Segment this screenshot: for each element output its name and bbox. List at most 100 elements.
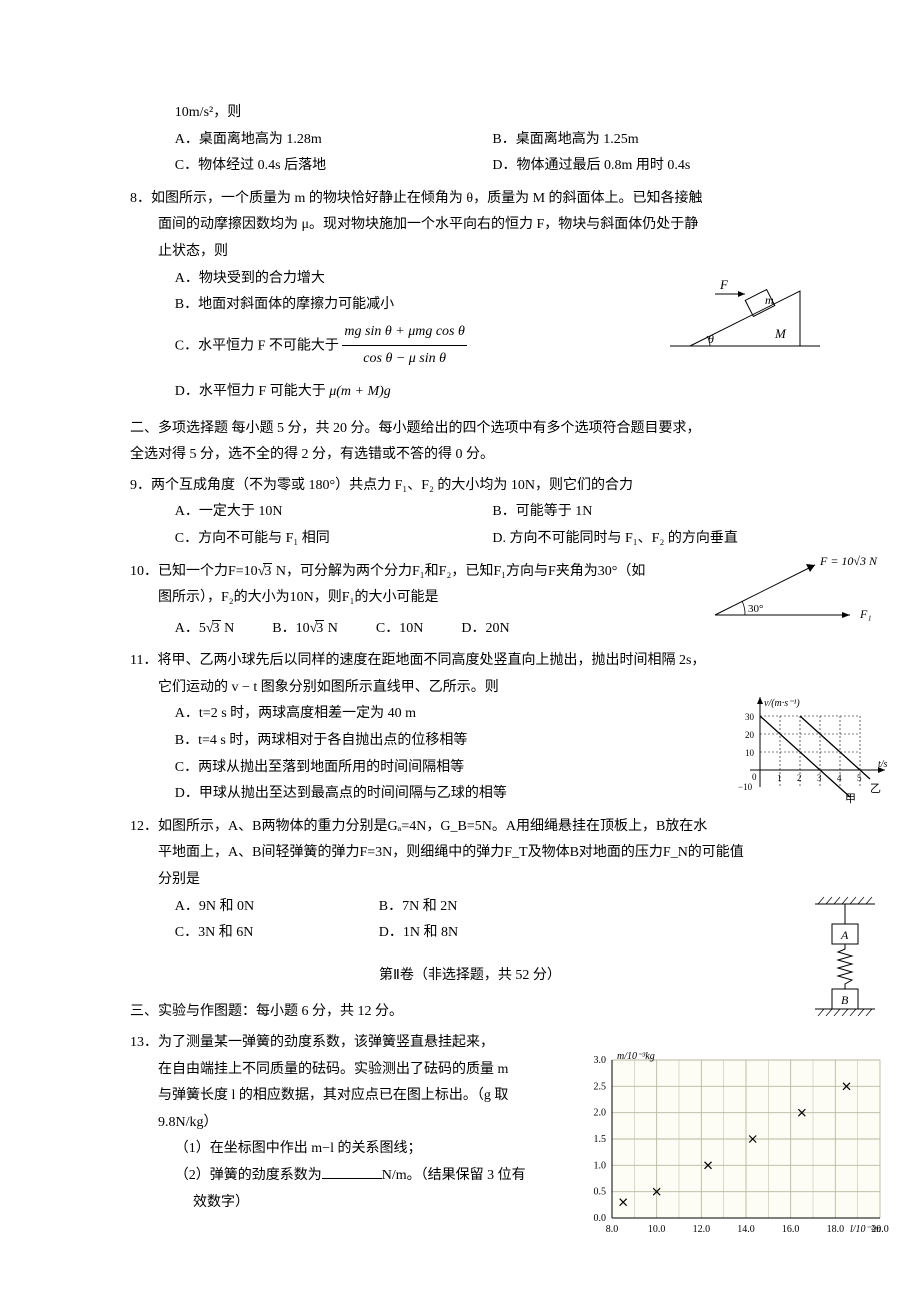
q8-fig-M: M <box>774 326 787 341</box>
svg-text:12.0: 12.0 <box>693 1224 711 1235</box>
q11-xlabel: t/s <box>878 759 888 770</box>
q11-optB: B．t=4 s 时，两球相对于各自抛出点的位移相等 <box>130 728 810 755</box>
svg-text:14.0: 14.0 <box>737 1224 755 1235</box>
question-11: 11．将甲、乙两小球先后以同样的速度在距地面不同高度处竖直向上抛出，抛出时间相隔… <box>130 648 810 808</box>
q8-figure-incline: F m M θ <box>660 276 830 356</box>
q13-blank[interactable] <box>322 1164 382 1179</box>
q8-fig-F: F <box>719 277 729 292</box>
svg-text:18.0: 18.0 <box>827 1224 845 1235</box>
sec2-line1: 二、多项选择题 每小题 5 分，共 20 分。每小题给出的四个选项中有多个选项符… <box>130 416 810 443</box>
q13-stem2: 在自由端挂上不同质量的砝码。实验测出了砝码的质量 m <box>130 1057 552 1084</box>
svg-text:1.5: 1.5 <box>594 1134 607 1145</box>
q10-fig-F1: F₁ <box>859 607 872 621</box>
q7-optD: D．物体通过最后 0.8m 用时 0.4s <box>492 153 810 180</box>
q12-optC: C．3N 和 6N <box>175 920 379 947</box>
q11-optC: C．两球从抛出至落到地面所用的时间间隔相等 <box>130 755 810 782</box>
q7-optB: B．桌面离地高为 1.25m <box>492 127 810 154</box>
svg-text:30: 30 <box>745 712 755 722</box>
q8-fig-m: m <box>765 293 774 307</box>
svg-text:4: 4 <box>837 773 842 783</box>
svg-text:2: 2 <box>797 773 802 783</box>
q11-line1-label: 甲 <box>845 793 856 805</box>
q7-optA: A．桌面离地高为 1.28m <box>175 127 493 154</box>
q7-options: A．桌面离地高为 1.28m B．桌面离地高为 1.25m C．物体经过 0.4… <box>130 127 810 180</box>
svg-text:l/10⁻²m: l/10⁻²m <box>850 1224 881 1235</box>
q12-optD: D．1N 和 8N <box>379 920 583 947</box>
svg-text:3: 3 <box>817 773 822 783</box>
q13-stem3: 与弹簧长度 l 的相应数据，其对应点已在图上标出。（g 取 <box>130 1083 552 1110</box>
q8-stem1: 8．如图所示，一个质量为 m 的物块恰好静止在倾角为 θ，质量为 M 的斜面体上… <box>130 186 810 213</box>
q13-sub2-post: N/m。（结果保留 3 位有 <box>382 1168 526 1183</box>
q12-stem2: 平地面上，A、B间轻弹簧的弹力F=3N，则细绳中的弹力F_T及物体B对地面的压力… <box>130 840 810 867</box>
q11-optA: A．t=2 s 时，两球高度相差一定为 40 m <box>130 701 810 728</box>
q8-optC-den: cos θ − μ sin θ <box>342 346 466 373</box>
svg-text:1.0: 1.0 <box>594 1160 607 1171</box>
q11-figure-vt-graph: v/(m·s⁻¹) 30 20 10 0 −10 1 2 3 4 5 t/s 甲… <box>730 692 900 807</box>
q12-optB: B．7N 和 2N <box>379 894 583 921</box>
question-12: 12．如图所示，A、B两物体的重力分别是Gₐ=4N，G_B=5N。A用细绳悬挂在… <box>130 814 810 947</box>
q10-optA: A．53 N <box>175 616 234 643</box>
q8-optC-pre: C．水平恒力 F 不可能大于 <box>175 338 343 353</box>
svg-text:8.0: 8.0 <box>606 1224 619 1235</box>
q10-optC: C．10N <box>376 616 423 643</box>
q8-optC-frac: mg sin θ + μmg cos θcos θ − μ sin θ <box>342 319 466 373</box>
q10-optB: B．103 N <box>272 616 338 643</box>
section-2-title: 二、多项选择题 每小题 5 分，共 20 分。每小题给出的四个选项中有多个选项符… <box>130 416 810 469</box>
svg-text:2.0: 2.0 <box>594 1108 607 1119</box>
svg-text:10.0: 10.0 <box>648 1224 666 1235</box>
q12-stem3: 分别是 <box>130 867 810 894</box>
part-2-title: 第Ⅱ卷（非选择题，共 52 分） <box>130 963 810 990</box>
q10-fig-F: F = 10√3 N <box>819 555 878 568</box>
q8-optD: D．水平恒力 F 可能大于 μ(m + M)g <box>130 379 810 406</box>
q11-ylabel: v/(m·s⁻¹) <box>764 698 800 709</box>
q9-optB: B．可能等于 1N <box>492 499 810 526</box>
q10-stem1-pre: 10．已知一个力F=10 <box>130 564 258 579</box>
q12-options: A．9N 和 0N B．7N 和 2N C．3N 和 6N D．1N 和 8N <box>130 894 583 947</box>
q12-stem1: 12．如图所示，A、B两物体的重力分别是Gₐ=4N，G_B=5N。A用细绳悬挂在… <box>130 814 810 841</box>
svg-text:0.0: 0.0 <box>594 1213 607 1224</box>
q8-stem3: 止状态，则 <box>130 239 810 266</box>
q13-figure-scatter: 0.0 0.5 1.0 1.5 2.0 2.5 3.0 8.0 10.0 12.0 14.0 16.0… <box>570 1048 890 1243</box>
question-13: 13．为了测量某一弹簧的劲度系数，该弹簧竖直悬挂起来， 在自由端挂上不同质量的砝… <box>130 1030 810 1216</box>
q8-optD-expr: μ(m + M)g <box>329 384 391 399</box>
q8-optD-pre: D．水平恒力 F 可能大于 <box>175 384 329 399</box>
sec2-line2: 全选对得 5 分，选不全的得 2 分，有选错或不答的得 0 分。 <box>130 442 810 469</box>
svg-text:m/10⁻³kg: m/10⁻³kg <box>617 1051 655 1062</box>
svg-text:−10: −10 <box>738 782 753 792</box>
svg-text:0: 0 <box>752 772 757 782</box>
q11-line2-label: 乙 <box>870 782 881 795</box>
q9-options: A．一定大于 10N B．可能等于 1N C．方向不可能与 F₁ 相同 D. 方… <box>130 499 810 552</box>
q7-tail: 10m/s²，则 <box>130 100 810 127</box>
question-7-continued: 10m/s²，则 A．桌面离地高为 1.28m B．桌面离地高为 1.25m C… <box>130 100 810 180</box>
svg-text:16.0: 16.0 <box>782 1224 800 1235</box>
q11-stem1: 11．将甲、乙两小球先后以同样的速度在距地面不同高度处竖直向上抛出，抛出时间相隔… <box>130 648 810 675</box>
q12-fig-A: A <box>840 928 849 942</box>
q12-optA: A．9N 和 0N <box>175 894 379 921</box>
q11-stem2: 它们运动的 v − t 图象分别如图所示直线甲、乙所示。则 <box>130 675 810 702</box>
q8-optC-num: mg sin θ + μmg cos θ <box>342 319 466 347</box>
q12-fig-B: B <box>841 993 849 1007</box>
q11-optD: D．甲球从抛出至达到最高点的时间间隔与乙球的相等 <box>130 781 810 808</box>
svg-text:3.0: 3.0 <box>594 1055 607 1066</box>
q10-optD: D．20N <box>461 616 509 643</box>
svg-text:10: 10 <box>745 748 755 758</box>
q10-stem1-post: N，可分解为两个分力F₁和F₂，已知F₁方向与F夹角为30°（如 <box>272 564 645 579</box>
question-10: 10．已知一个力F=103 N，可分解为两个分力F₁和F₂，已知F₁方向与F夹角… <box>130 559 810 643</box>
q9-stem: 9．两个互成角度（不为零或 180°）共点力 F₁、F₂ 的大小均为 10N，则… <box>130 473 810 500</box>
svg-text:0.5: 0.5 <box>594 1187 607 1198</box>
svg-text:2.5: 2.5 <box>594 1081 607 1092</box>
question-8: 8．如图所示，一个质量为 m 的物块恰好静止在倾角为 θ，质量为 M 的斜面体上… <box>130 186 810 406</box>
section-3-title: 三、实验与作图题：每小题 6 分，共 12 分。 <box>130 999 810 1026</box>
q9-optC: C．方向不可能与 F₁ 相同 <box>175 526 493 553</box>
q12-figure-spring: A B <box>810 894 880 1034</box>
svg-text:20: 20 <box>745 730 755 740</box>
q8-stem2: 面间的动摩擦因数均为 μ。现对物块施加一个水平向右的恒力 F，物块与斜面体仍处于… <box>130 212 810 239</box>
svg-text:5: 5 <box>857 773 862 783</box>
q13-sub2-pre: （2）弹簧的劲度系数为 <box>175 1168 322 1183</box>
svg-text:1: 1 <box>777 773 782 783</box>
q10-figure-vectors: F = 10√3 N 30° F₁ <box>700 555 900 630</box>
q7-optC: C．物体经过 0.4s 后落地 <box>175 153 493 180</box>
q10-fig-angle: 30° <box>748 603 763 615</box>
q9-optA: A．一定大于 10N <box>175 499 493 526</box>
q9-optD: D. 方向不可能同时与 F₁、F₂ 的方向垂直 <box>492 526 810 553</box>
